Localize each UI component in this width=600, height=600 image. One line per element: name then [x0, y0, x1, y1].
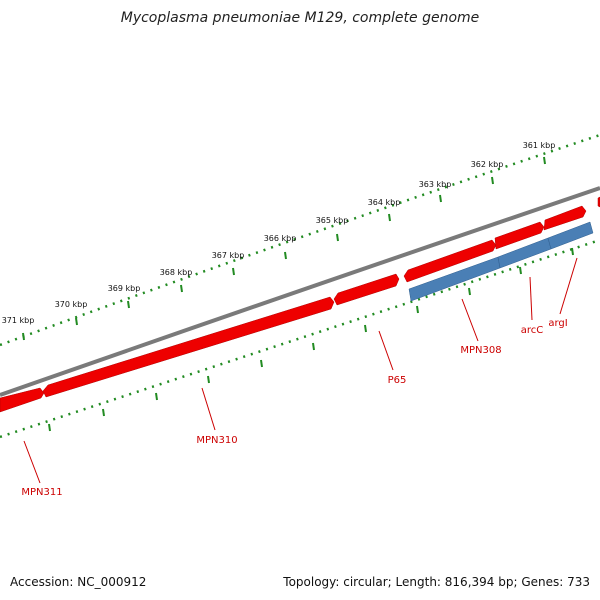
forward-genes — [0, 196, 600, 413]
accession-text: Accession: NC_000912 — [10, 575, 147, 589]
genome-backbone — [0, 186, 600, 397]
gene-label-mpn311[interactable]: MPN311 — [21, 487, 62, 498]
label-leaders — [23, 257, 578, 484]
scale-label-364: 364 kbp — [368, 198, 401, 207]
map-title: Mycoplasma pneumoniae M129, complete gen… — [120, 10, 480, 26]
gene-mpn309[interactable] — [403, 239, 497, 283]
gene-mpn311[interactable] — [0, 387, 45, 413]
gene-label-p65[interactable]: P65 — [388, 375, 407, 386]
scale-label-369: 369 kbp — [108, 284, 141, 293]
gene-label-mpn310[interactable]: MPN310 — [196, 435, 237, 446]
gene-mpn310[interactable] — [42, 296, 335, 398]
scale-label-361: 361 kbp — [523, 141, 556, 150]
scale-label-362: 362 kbp — [471, 160, 504, 169]
scale-label-367: 367 kbp — [212, 251, 245, 260]
scale-label-368: 368 kbp — [160, 268, 193, 277]
inner-major-ticks — [48, 247, 574, 432]
gene-label-arcc[interactable]: arcC — [521, 325, 544, 336]
scale-label-371: 371 kbp — [2, 316, 35, 325]
outer-major-ticks — [22, 156, 546, 341]
genome-summary-text: Topology: circular; Length: 816,394 bp; … — [283, 575, 590, 589]
scale-label-363: 363 kbp — [419, 180, 452, 189]
gene-mpn307[interactable] — [494, 221, 545, 250]
gene-p65[interactable] — [333, 273, 400, 306]
gene-label-argi[interactable]: argI — [548, 318, 567, 329]
reverse-genes — [408, 221, 594, 302]
gene-mpn306[interactable] — [543, 205, 587, 231]
gene-argi[interactable] — [547, 221, 594, 250]
scale-label-370: 370 kbp — [55, 300, 88, 309]
scale-label-365: 365 kbp — [316, 216, 349, 225]
inner-scale-track — [0, 238, 600, 439]
scale-label-366: 366 kbp — [264, 234, 297, 243]
gene-label-mpn308[interactable]: MPN308 — [460, 345, 501, 356]
